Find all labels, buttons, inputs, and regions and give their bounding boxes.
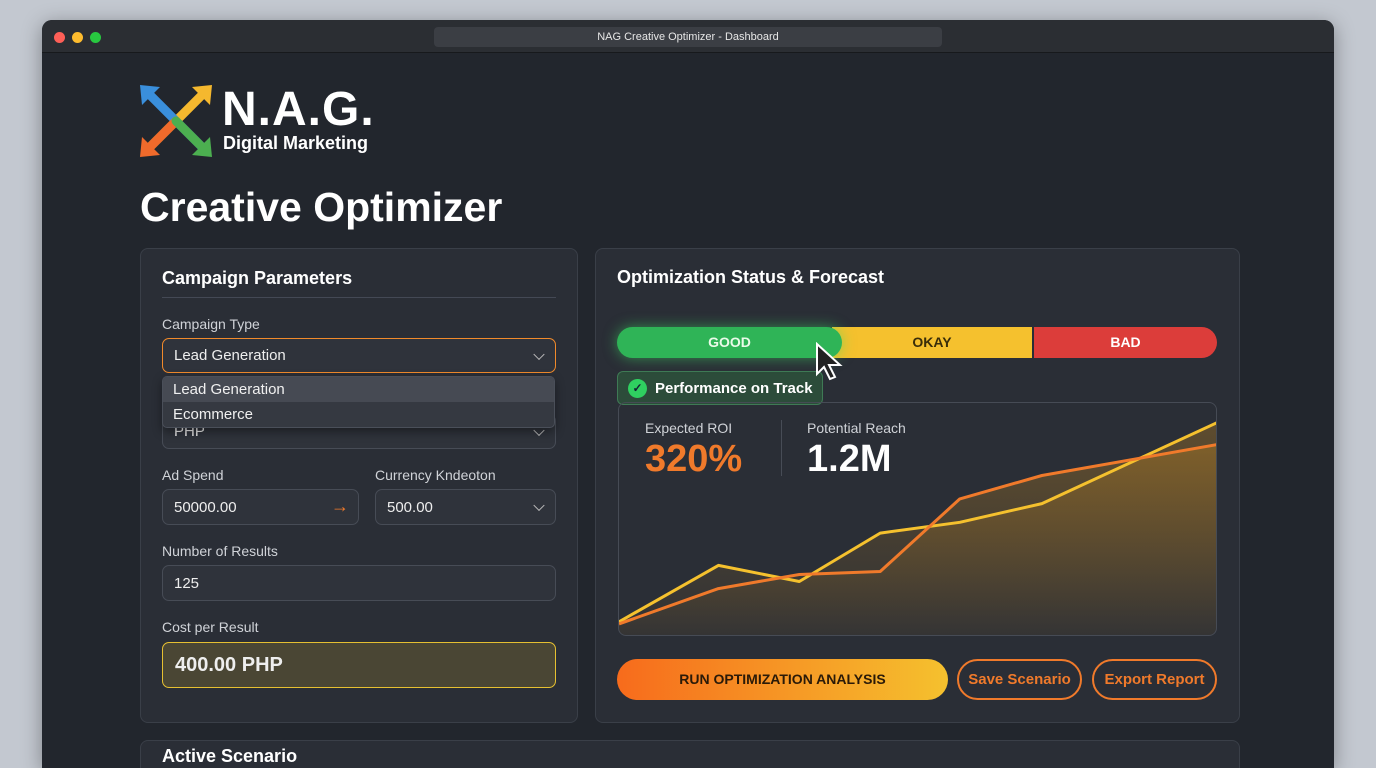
reach-label: Potential Reach	[807, 420, 906, 436]
campaign-type-label: Campaign Type	[162, 316, 260, 332]
reach-value: 1.2M	[807, 438, 892, 480]
status-segment-okay[interactable]: OKAY	[832, 327, 1032, 358]
close-window-button[interactable]	[54, 32, 65, 43]
campaign-type-select[interactable]: Lead Generation	[162, 338, 556, 373]
ad-spend-input[interactable]: 50000.00 →	[162, 489, 359, 525]
interlocking-arrows-logo-icon	[140, 85, 212, 157]
status-segment-bad[interactable]: BAD	[1034, 327, 1217, 358]
forecast-chart	[619, 421, 1216, 635]
campaign-type-value: Lead Generation	[174, 347, 286, 364]
arrow-right-icon[interactable]: →	[331, 496, 349, 516]
option-ecommerce[interactable]: Ecommerce	[173, 406, 254, 423]
series-line-0	[619, 421, 1216, 624]
roi-value: 320%	[645, 438, 743, 480]
currency-selection-value: 500.00	[387, 498, 433, 516]
brand-tagline: Digital Marketing	[223, 133, 369, 153]
performance-badge: ✓ Performance on Track	[617, 371, 823, 405]
results-input[interactable]: 125	[162, 565, 556, 601]
ad-spend-value: 50000.00	[174, 498, 237, 516]
card-title: Campaign Parameters	[162, 268, 353, 288]
minimize-window-button[interactable]	[72, 32, 83, 43]
divider	[162, 297, 556, 298]
results-value: 125	[174, 574, 200, 592]
campaign-type-dropdown: Lead Generation Ecommerce	[162, 376, 555, 428]
card-title: Active Scenario	[162, 746, 298, 766]
campaign-parameters-card: Campaign Parameters Campaign Type Lead G…	[140, 248, 578, 723]
cost-per-result-value: 400.00 PHP	[175, 653, 283, 676]
cost-per-result-field: 400.00 PHP	[162, 642, 556, 688]
run-optimization-button[interactable]: RUN OPTIMIZATION ANALYSIS	[617, 659, 948, 700]
series-line-1	[619, 443, 1216, 626]
window-title: NAG Creative Optimizer - Dashboard	[434, 27, 942, 47]
divider	[781, 420, 782, 476]
cost-per-result-label: Cost per Result	[162, 619, 259, 635]
export-report-button[interactable]: Export Report	[1092, 659, 1217, 700]
mouse-cursor-icon	[816, 342, 843, 381]
roi-label: Expected ROI	[645, 420, 733, 436]
forecast-chart-panel: Expected ROI 320% Potential Reach 1.2M	[618, 402, 1217, 636]
check-circle-icon: ✓	[628, 378, 647, 398]
maximize-window-button[interactable]	[90, 32, 101, 43]
chevron-down-icon	[533, 499, 545, 512]
app-window: NAG Creative Optimizer - Dashboard N.A.G…	[42, 20, 1334, 768]
page-title: Creative Optimizer	[140, 184, 503, 230]
currency-selection-select[interactable]: 500.00	[375, 489, 556, 525]
results-label: Number of Results	[162, 543, 278, 559]
option-lead-generation[interactable]: Lead Generation	[163, 377, 554, 402]
active-scenario-card: Active Scenario	[140, 740, 1240, 768]
chevron-down-icon	[533, 348, 545, 360]
brand-name: N.A.G.	[222, 83, 375, 136]
title-bar: NAG Creative Optimizer - Dashboard	[42, 20, 1334, 53]
save-scenario-button[interactable]: Save Scenario	[957, 659, 1082, 700]
badge-text: Performance on Track	[655, 379, 813, 397]
ad-spend-label: Ad Spend	[162, 467, 224, 483]
currency-selection-label: Currency Kndeoton	[375, 467, 496, 483]
status-segment-good[interactable]: GOOD	[617, 327, 842, 358]
card-title: Optimization Status & Forecast	[617, 267, 885, 287]
